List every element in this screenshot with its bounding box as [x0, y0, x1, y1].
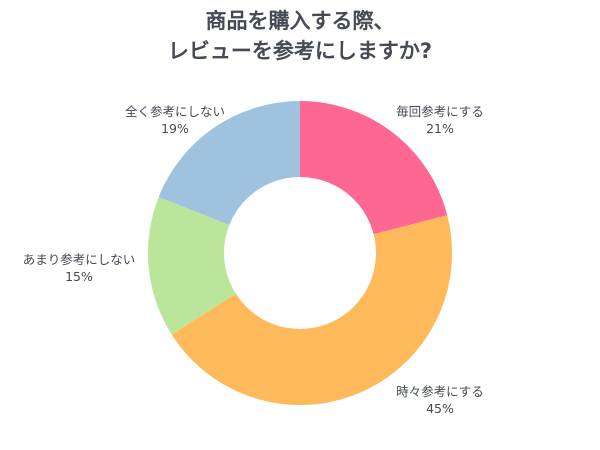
label-rarely-name: あまり参考にしない	[22, 252, 136, 267]
donut-hole	[224, 177, 376, 329]
label-never-value: 19%	[161, 121, 189, 136]
label-sometimes: 時々参考にする 45%	[370, 383, 510, 417]
chart-title: 商品を購入する際、 レビューを参考にしますか?	[0, 6, 600, 66]
label-rarely-value: 15%	[65, 269, 93, 284]
label-sometimes-name: 時々参考にする	[396, 384, 484, 399]
label-every-time-name: 毎回参考にする	[396, 104, 484, 119]
label-every-time: 毎回参考にする 21%	[370, 103, 510, 137]
label-every-time-value: 21%	[426, 121, 454, 136]
label-rarely: あまり参考にしない 15%	[4, 251, 154, 285]
donut-slices	[148, 101, 452, 405]
label-never-name: 全く参考にしない	[124, 104, 225, 119]
label-sometimes-value: 45%	[426, 401, 454, 416]
label-never: 全く参考にしない 19%	[105, 103, 245, 137]
slice-rarely	[148, 197, 300, 335]
chart-title-line-1: 商品を購入する際、	[205, 9, 395, 33]
chart-title-line-2: レビューを参考にしますか?	[167, 39, 433, 63]
